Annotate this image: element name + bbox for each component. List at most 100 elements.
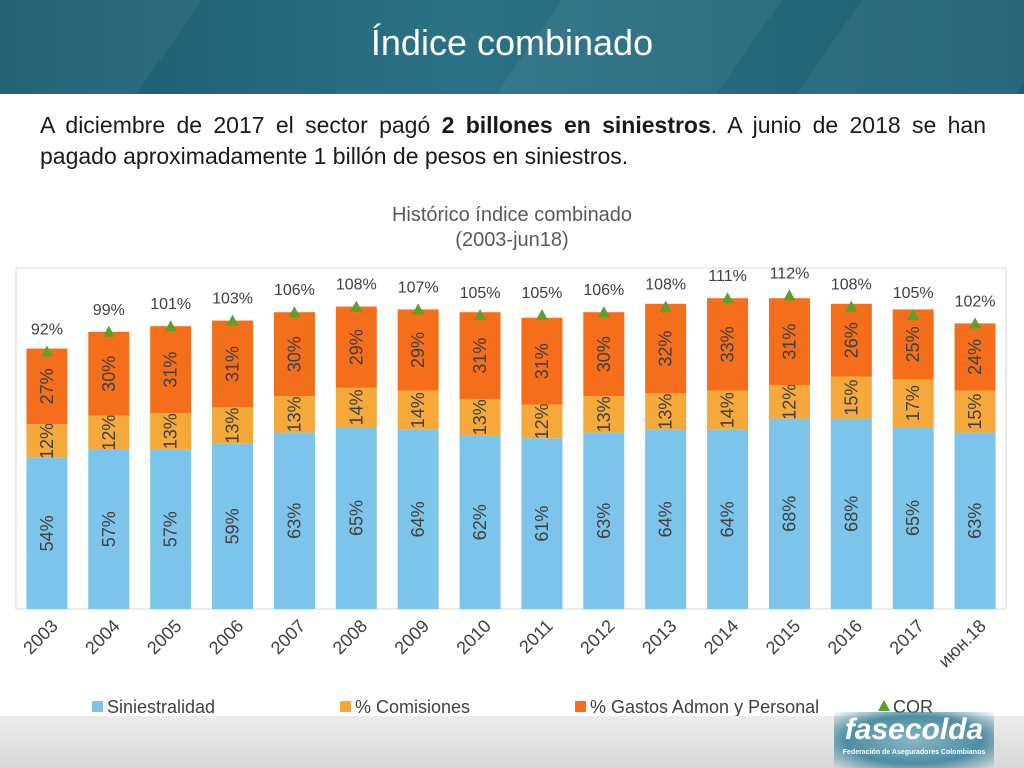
data-label-comisiones: 14% xyxy=(408,392,428,428)
data-label-siniestralidad: 64% xyxy=(408,501,428,537)
cor-label: 105% xyxy=(893,285,934,302)
bar-comisiones xyxy=(459,399,501,436)
bar-siniestralidad xyxy=(335,427,377,609)
data-label-gastos: 31% xyxy=(779,324,799,360)
intro-text-1: A diciembre de 2017 el sector pagó xyxy=(40,112,442,138)
bar-comisiones xyxy=(88,415,130,450)
legend-item-gastos: % Gastos Admon y Personal xyxy=(575,697,819,718)
data-label-comisiones: 12% xyxy=(779,384,799,420)
cor-marker xyxy=(226,314,239,326)
cor-label: 105% xyxy=(521,285,562,302)
data-label-comisiones: 13% xyxy=(656,394,676,430)
data-label-siniestralidad: 63% xyxy=(284,503,304,539)
data-label-comisiones: 13% xyxy=(470,399,490,435)
legend-swatch-siniestralidad xyxy=(92,701,103,712)
data-label-siniestralidad: 57% xyxy=(161,511,181,547)
data-label-siniestralidad: 64% xyxy=(718,501,738,537)
x-tick-label: 2017 xyxy=(886,616,928,658)
cor-label: 103% xyxy=(212,291,253,308)
chart-title-block: Histórico índice combinado (2003-jun18) xyxy=(0,203,1024,253)
data-label-comisiones: 13% xyxy=(223,408,243,444)
cor-marker xyxy=(164,320,177,332)
data-label-gastos: 24% xyxy=(965,339,985,375)
chart-title: Histórico índice combinado xyxy=(391,204,633,226)
bar-gastos xyxy=(273,312,315,397)
legend-swatch-comisiones xyxy=(340,701,351,712)
data-label-gastos: 32% xyxy=(656,331,676,367)
data-label-siniestralidad: 59% xyxy=(223,508,243,544)
cor-label: 111% xyxy=(708,268,747,285)
bar-comisiones xyxy=(768,385,810,419)
x-tick-label: 2015 xyxy=(762,616,804,658)
data-label-gastos: 29% xyxy=(346,329,366,365)
bar-comisiones xyxy=(397,390,439,430)
bar-comisiones xyxy=(830,376,872,419)
legend-label-siniestralidad: Siniestralidad xyxy=(107,697,216,717)
data-label-comisiones: 14% xyxy=(718,392,738,428)
x-tick-label: 2007 xyxy=(267,616,309,658)
cor-marker xyxy=(721,292,734,304)
chart-subtitle: (2003-jun18) xyxy=(455,229,569,251)
bar-comisiones xyxy=(583,396,625,433)
bar-comisiones xyxy=(335,387,377,427)
bar-siniestralidad xyxy=(459,435,501,609)
data-label-gastos: 30% xyxy=(99,356,119,392)
bar-siniestralidad xyxy=(583,432,625,609)
intro-text-2: . A junio de 2018 se han pagado aproxima… xyxy=(40,112,986,169)
bar-siniestralidad xyxy=(212,443,254,609)
bar-gastos xyxy=(459,312,501,399)
cor-label: 102% xyxy=(955,293,996,310)
bar-siniestralidad xyxy=(892,427,934,609)
data-label-gastos: 31% xyxy=(223,346,243,382)
bar-siniestralidad xyxy=(397,429,439,609)
logo-wordmark: fasecolda xyxy=(844,713,984,746)
data-label-comisiones: 17% xyxy=(903,385,923,421)
cor-marker xyxy=(535,309,548,320)
cor-label: 92% xyxy=(31,321,63,338)
cor-label: 108% xyxy=(336,277,377,294)
data-label-gastos: 31% xyxy=(161,352,181,388)
bar-gastos xyxy=(892,309,934,380)
data-label-comisiones: 12% xyxy=(99,415,119,451)
x-tick-label: 2006 xyxy=(205,616,247,658)
bar-siniestralidad xyxy=(26,457,68,609)
data-label-comisiones: 14% xyxy=(346,389,366,425)
cor-label: 107% xyxy=(398,279,439,296)
data-label-gastos: 25% xyxy=(903,326,923,362)
cor-label: 112% xyxy=(770,265,810,282)
plot-area xyxy=(15,267,1007,610)
bar-gastos xyxy=(335,306,377,388)
x-tick-label: 2014 xyxy=(700,616,742,658)
bar-gastos xyxy=(645,303,687,394)
bar-gastos xyxy=(954,323,996,391)
x-tick-label: 2004 xyxy=(81,616,123,658)
data-label-siniestralidad: 68% xyxy=(841,496,861,532)
data-label-siniestralidad: 68% xyxy=(779,496,799,532)
cor-label: 106% xyxy=(274,282,315,299)
cor-marker xyxy=(474,309,487,320)
bar-gastos xyxy=(26,348,68,425)
bar-comisiones xyxy=(645,393,687,430)
bar-siniestralidad xyxy=(645,429,687,609)
x-tick-label: 2010 xyxy=(452,616,494,658)
bar-gastos xyxy=(212,320,254,408)
bar-comisiones xyxy=(521,404,563,439)
bar-gastos xyxy=(830,303,872,377)
bar-comisiones xyxy=(892,379,934,427)
x-tick-label: 2003 xyxy=(19,616,61,658)
fasecolda-logo: fasecolda Federación de Aseguradores Col… xyxy=(834,712,994,768)
x-tick-label: 2012 xyxy=(576,616,618,658)
bar-siniestralidad xyxy=(150,449,192,609)
bar-siniestralidad xyxy=(830,418,872,609)
cor-marker xyxy=(597,306,610,318)
slide-title: Índice combinado xyxy=(370,22,654,63)
data-label-gastos: 30% xyxy=(284,336,304,372)
cor-marker xyxy=(102,325,115,337)
x-tick-label: июн.18 xyxy=(934,616,990,672)
data-label-siniestralidad: 61% xyxy=(532,506,552,542)
data-label-comisiones: 15% xyxy=(965,394,985,430)
data-label-comisiones: 12% xyxy=(37,423,57,459)
data-label-comisiones: 13% xyxy=(284,396,304,432)
x-tick-label: 2005 xyxy=(143,616,185,658)
